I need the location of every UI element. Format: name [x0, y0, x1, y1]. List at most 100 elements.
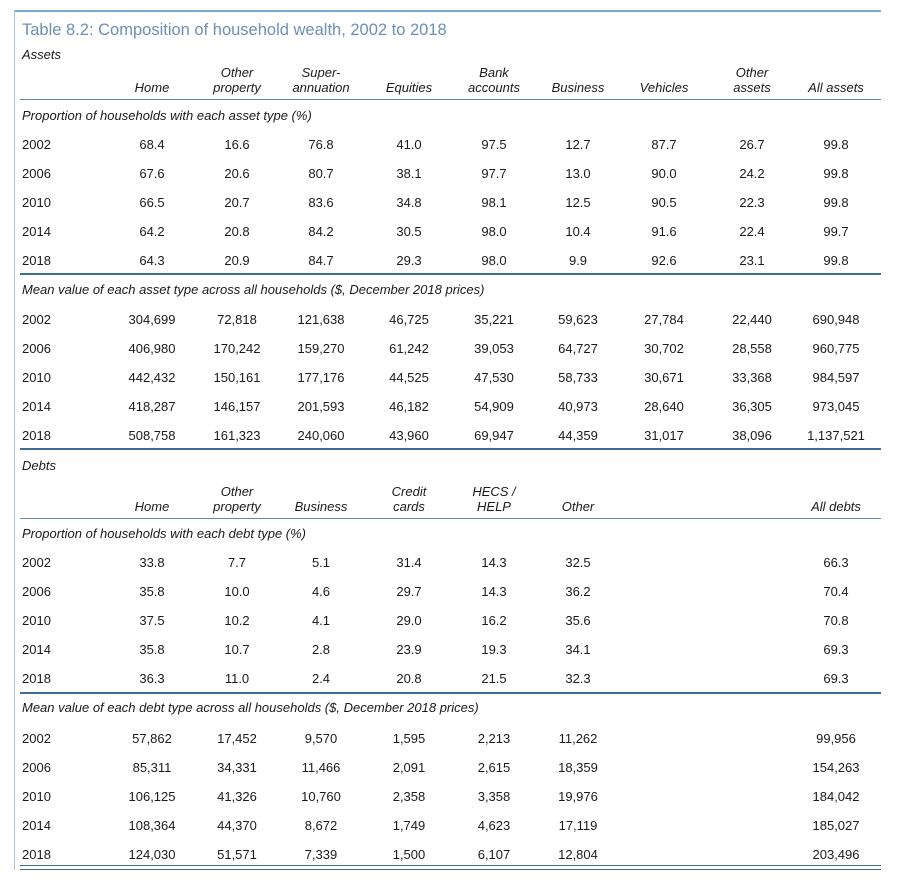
row-year: 2002	[22, 137, 51, 152]
table-cell: 28,558	[732, 341, 772, 356]
table-cell: 22.3	[739, 195, 765, 210]
table-cell: 35.8	[139, 584, 165, 599]
table-cell: 11.0	[224, 671, 250, 686]
debts-col-header: HELP	[477, 499, 511, 514]
table-cell: 6,107	[477, 847, 511, 862]
table-cell: 23.9	[396, 642, 422, 657]
assets-col-header: Bank	[479, 65, 509, 80]
table-cell: 36.2	[565, 584, 591, 599]
debts-col-header: HECS /	[472, 484, 516, 499]
row-year: 2014	[22, 818, 51, 833]
table-cell: 23.1	[739, 253, 765, 268]
table-cell: 201,593	[297, 399, 345, 414]
table-cell: 177,176	[297, 370, 345, 385]
table-cell: 13.0	[565, 166, 591, 181]
table-cell: 98.0	[481, 253, 507, 268]
table-cell: 14.3	[481, 555, 507, 570]
table-cell: 92.6	[651, 253, 677, 268]
table-cell: 19.3	[481, 642, 507, 657]
debts-proportion-heading: Proportion of households with each debt …	[22, 526, 307, 541]
table-cell: 41,326	[217, 789, 257, 804]
table-cell: 70.4	[823, 584, 849, 599]
table-cell: 16.2	[481, 613, 507, 628]
row-year: 2018	[22, 428, 51, 443]
table-cell: 29.3	[396, 253, 422, 268]
table-cell: 185,027	[812, 818, 860, 833]
row-year: 2002	[22, 312, 51, 327]
table-cell: 1,595	[392, 731, 426, 746]
assets-col-header: property	[213, 80, 261, 95]
debts-mean-heading: Mean value of each debt type across all …	[22, 700, 479, 715]
table-cell: 154,263	[812, 760, 860, 775]
table-cell: 35.6	[565, 613, 591, 628]
table-cell: 46,182	[389, 399, 429, 414]
table-cell: 10,760	[301, 789, 341, 804]
table-cell: 69.3	[823, 642, 849, 657]
table-cell: 34,331	[217, 760, 257, 775]
table-cell: 80.7	[308, 166, 334, 181]
assets-proportion-heading: Proportion of households with each asset…	[22, 108, 312, 123]
table-cell: 4.1	[311, 613, 331, 628]
table-cell: 20.6	[224, 166, 250, 181]
assets-col-header: Super-	[301, 65, 341, 80]
table-cell: 30,671	[644, 370, 684, 385]
table-cell: 33,368	[732, 370, 772, 385]
table-cell: 508,758	[128, 428, 176, 443]
table-cell: 99.8	[823, 195, 849, 210]
row-year: 2010	[22, 370, 51, 385]
table-cell: 41.0	[396, 137, 422, 152]
table-cell: 39,053	[474, 341, 514, 356]
table-cell: 64,727	[558, 341, 598, 356]
table-cell: 99.8	[823, 166, 849, 181]
table-cell: 106,125	[128, 789, 176, 804]
table-cell: 11,262	[558, 731, 598, 746]
table-cell: 59,623	[558, 312, 598, 327]
table-cell: 91.6	[651, 224, 677, 239]
table-cell: 10.4	[565, 224, 591, 239]
table-cell: 960,775	[812, 341, 860, 356]
assets-col-header: Business	[551, 80, 605, 95]
table-cell: 99.8	[823, 137, 849, 152]
table-cell: 150,161	[213, 370, 261, 385]
table-cell: 442,432	[128, 370, 176, 385]
table-cell: 98.0	[481, 224, 507, 239]
table-cell: 2,358	[392, 789, 426, 804]
table-cell: 47,530	[474, 370, 514, 385]
table-cell: 36,305	[732, 399, 772, 414]
table-cell: 58,733	[558, 370, 598, 385]
assets-label: Assets	[22, 47, 62, 62]
table-cell: 5.1	[311, 555, 331, 570]
debts-label: Debts	[22, 458, 56, 473]
table-cell: 90.5	[651, 195, 677, 210]
table-title: Table 8.2: Composition of household weal…	[22, 21, 447, 39]
debts-col-header: cards	[393, 499, 425, 514]
table-cell: 67.6	[139, 166, 165, 181]
table-cell: 20.9	[224, 253, 250, 268]
table-cell: 304,699	[128, 312, 176, 327]
table-cell: 14.3	[481, 584, 507, 599]
row-year: 2018	[22, 253, 51, 268]
table-cell: 108,364	[128, 818, 176, 833]
table-cell: 97.5	[481, 137, 507, 152]
row-year: 2014	[22, 642, 51, 657]
row-year: 2006	[22, 166, 51, 181]
debts-col-header: All debts	[811, 499, 861, 514]
table-cell: 87.7	[651, 137, 677, 152]
table-cell: 2,213	[477, 731, 511, 746]
table-cell: 29.0	[396, 613, 422, 628]
table-cell: 20.8	[224, 224, 250, 239]
table-cell: 27,784	[644, 312, 684, 327]
table-cell: 46,725	[389, 312, 429, 327]
table-cell: 984,597	[812, 370, 860, 385]
table-cell: 30.5	[396, 224, 422, 239]
table-cell: 66.5	[139, 195, 165, 210]
row-year: 2010	[22, 789, 51, 804]
row-year: 2006	[22, 760, 51, 775]
table-cell: 2,615	[477, 760, 511, 775]
table-cell: 68.4	[139, 137, 165, 152]
table-cell: 9,570	[304, 731, 338, 746]
assets-col-header: Equities	[385, 80, 433, 95]
table-cell: 35,221	[474, 312, 514, 327]
table-cell: 29.7	[396, 584, 422, 599]
table-cell: 22.4	[739, 224, 765, 239]
